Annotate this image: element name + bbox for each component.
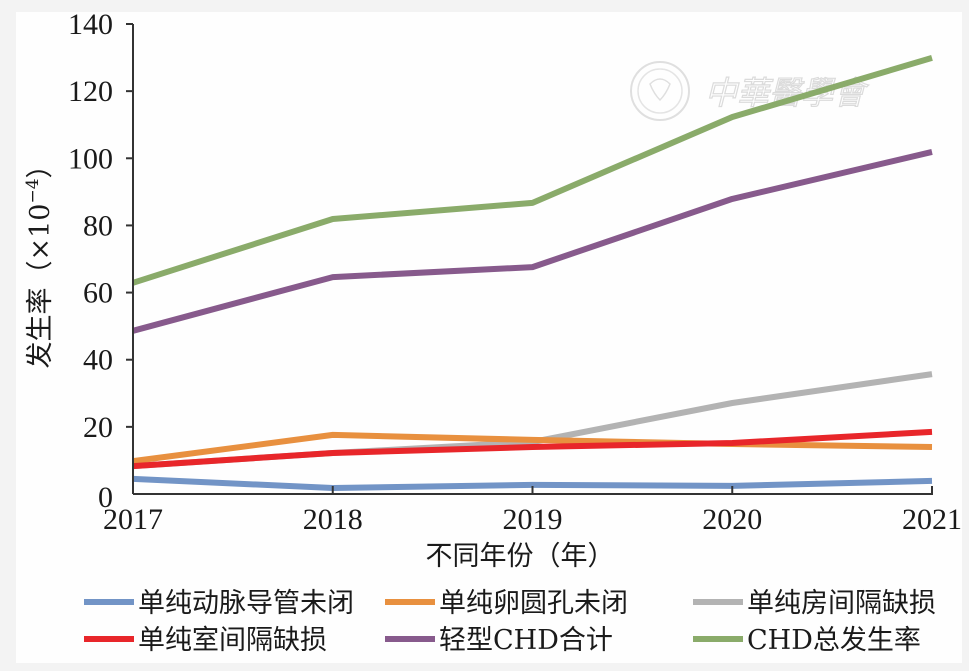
y-tick-label: 0 (98, 481, 113, 514)
y-tick-label: 40 (83, 344, 113, 377)
series-line (132, 371, 933, 470)
x-tick-label: 2019 (503, 503, 563, 536)
series-3 (132, 428, 933, 470)
y-ticks: 0 20 40 60 80 100 120 140 (68, 8, 133, 514)
y-tick-label: 140 (68, 8, 113, 41)
series-5 (132, 55, 933, 286)
figure-frame (16, 12, 962, 663)
x-ticks: 2017 2018 2019 2020 2021 (103, 486, 962, 536)
legend-item: 轻型CHD合计 (385, 625, 613, 656)
legend-item: 单纯房间隔缺损 (693, 588, 936, 619)
legend-label: 单纯房间隔缺损 (747, 588, 936, 619)
seal-icon (630, 61, 690, 121)
y-tick-label: 60 (83, 277, 113, 310)
x-tick-label: 2017 (103, 503, 163, 536)
legend-item: 单纯卵圆孔未闭 (385, 588, 628, 619)
legend-item: 单纯动脉导管未闭 (84, 588, 354, 619)
series-layer (132, 55, 933, 491)
y-axis-title-exponent: −4 (23, 178, 43, 203)
legend-item: 单纯室间隔缺损 (84, 625, 327, 656)
legend-label: 单纯卵圆孔未闭 (439, 588, 628, 619)
y-tick-label: 120 (68, 75, 113, 108)
x-tick-label: 2018 (303, 503, 363, 536)
x-axis-title: 不同年份（年） (426, 541, 615, 572)
legend-label: 单纯动脉导管未闭 (138, 588, 354, 619)
y-tick-label: 20 (83, 411, 113, 444)
series-line (132, 148, 933, 334)
y-axis-title-main: 发生率（×10 (25, 204, 56, 369)
legend-label: 单纯室间隔缺损 (138, 625, 327, 656)
x-tick-label: 2020 (702, 503, 762, 536)
y-tick-label: 100 (68, 142, 113, 175)
legend-label: 轻型CHD合计 (439, 625, 613, 656)
watermark: 中華醫學會 (630, 61, 870, 121)
y-axis-title: 发生率（×10−4） (23, 151, 56, 368)
y-tick-label: 80 (83, 209, 113, 242)
watermark-text: 中華醫學會 (705, 74, 869, 112)
x-tick-label: 2021 (902, 503, 962, 536)
y-axis-title-close: ） (25, 151, 56, 178)
series-2 (132, 371, 933, 470)
series-line (132, 55, 933, 286)
legend-item: CHD总发生率 (693, 625, 921, 656)
series-4 (132, 148, 933, 334)
legend-label: CHD总发生率 (747, 625, 921, 656)
